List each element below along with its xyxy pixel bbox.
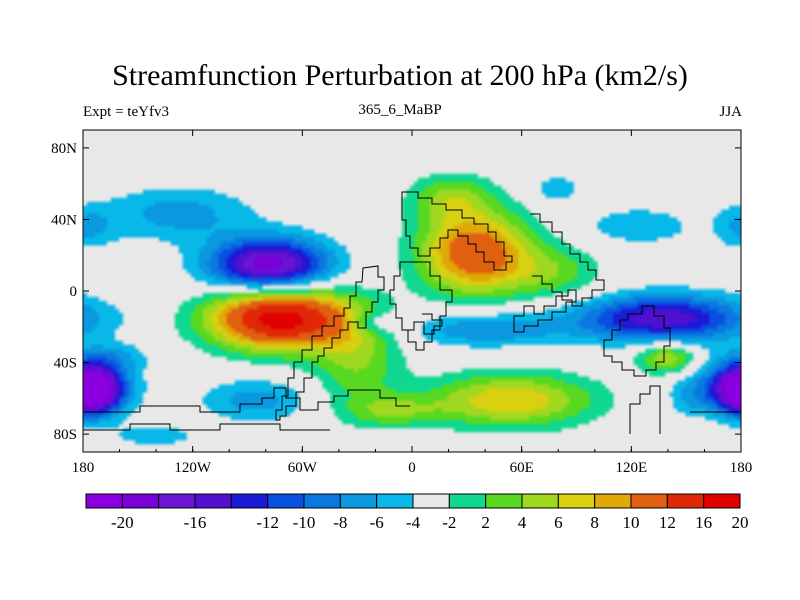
colorbar-box: [194, 493, 232, 509]
colorbar-label: 20: [732, 513, 749, 532]
colorbar-label: -4: [406, 513, 421, 532]
y-tick-label: 80N: [51, 141, 77, 157]
colorbar-label: -8: [333, 513, 347, 532]
experiment-label: Expt = teYfv3: [83, 104, 169, 120]
colorbar-box: [448, 493, 487, 509]
y-tick-label: 40N: [51, 212, 77, 228]
coastline-europe-asia: [401, 191, 513, 271]
coastline-south-america: [275, 265, 385, 421]
colorbar-box: [376, 493, 414, 509]
coastline-australia: [603, 305, 671, 377]
colorbar-box: [339, 493, 378, 509]
colorbar-label: 2: [481, 513, 490, 532]
x-tick-label: 60W: [288, 460, 318, 476]
colorbar-label: 8: [590, 513, 599, 532]
x-tick-label: 120W: [174, 460, 212, 476]
colorbar-box: [121, 493, 160, 509]
colorbar-label: 6: [554, 513, 563, 532]
colorbar: -20 -16 -12 -10 -8 -6 -4 -2 2 4 6 8 10 12 16 20: [85, 493, 749, 532]
colorbar-label: -2: [442, 513, 456, 532]
colorbar-label: -10: [293, 513, 316, 532]
colorbar-box: [230, 493, 269, 509]
coastline-layer: [83, 191, 741, 434]
y-tick-label: 80S: [54, 427, 77, 443]
colorbar-box: [158, 493, 196, 509]
coastline-indochina: [404, 313, 443, 335]
colorbar-label: 4: [518, 513, 527, 532]
run-label: 365_6_MaBP: [358, 102, 442, 118]
colorbar-box: [85, 493, 123, 509]
colorbar-label: -12: [256, 513, 279, 532]
colorbar-box: [666, 493, 705, 509]
coastline-asia-east: [530, 213, 605, 307]
season-label: JJA: [719, 104, 742, 120]
y-tick-label: 0: [70, 284, 78, 300]
coastline-maritime: [513, 289, 577, 333]
colorbar-box: [267, 493, 305, 509]
colorbar-box: [703, 493, 741, 509]
colorbar-label: 16: [695, 513, 712, 532]
colorbar-box: [412, 493, 450, 509]
x-tick-label: 180: [72, 460, 95, 476]
coastline-antarctica: [83, 385, 741, 434]
axes: 180 120W 60W 0 60E 120E 180 80N 40N 0 40S 80S: [51, 130, 752, 476]
colorbar-box: [630, 493, 668, 509]
x-tick-label: 0: [408, 460, 416, 476]
colorbar-label: -6: [370, 513, 384, 532]
colorbar-label: 12: [659, 513, 676, 532]
colorbar-box: [594, 493, 632, 509]
chart-title: Streamfunction Perturbation at 200 hPa (…: [112, 59, 688, 92]
contour-fill-layer: [83, 130, 741, 452]
colorbar-box: [521, 493, 559, 509]
contour-fill: [83, 130, 741, 452]
colorbar-box: [303, 493, 341, 509]
x-tick-label: 120E: [615, 460, 647, 476]
y-tick-label: 40S: [54, 356, 77, 372]
colorbar-label: -16: [184, 513, 207, 532]
coastline-africa: [389, 261, 453, 351]
x-tick-label: 60E: [510, 460, 534, 476]
colorbar-box: [485, 493, 523, 509]
x-tick-label: 180: [730, 460, 753, 476]
colorbar-label: -20: [111, 513, 134, 532]
colorbar-box: [557, 493, 596, 509]
colorbar-label: 10: [623, 513, 640, 532]
